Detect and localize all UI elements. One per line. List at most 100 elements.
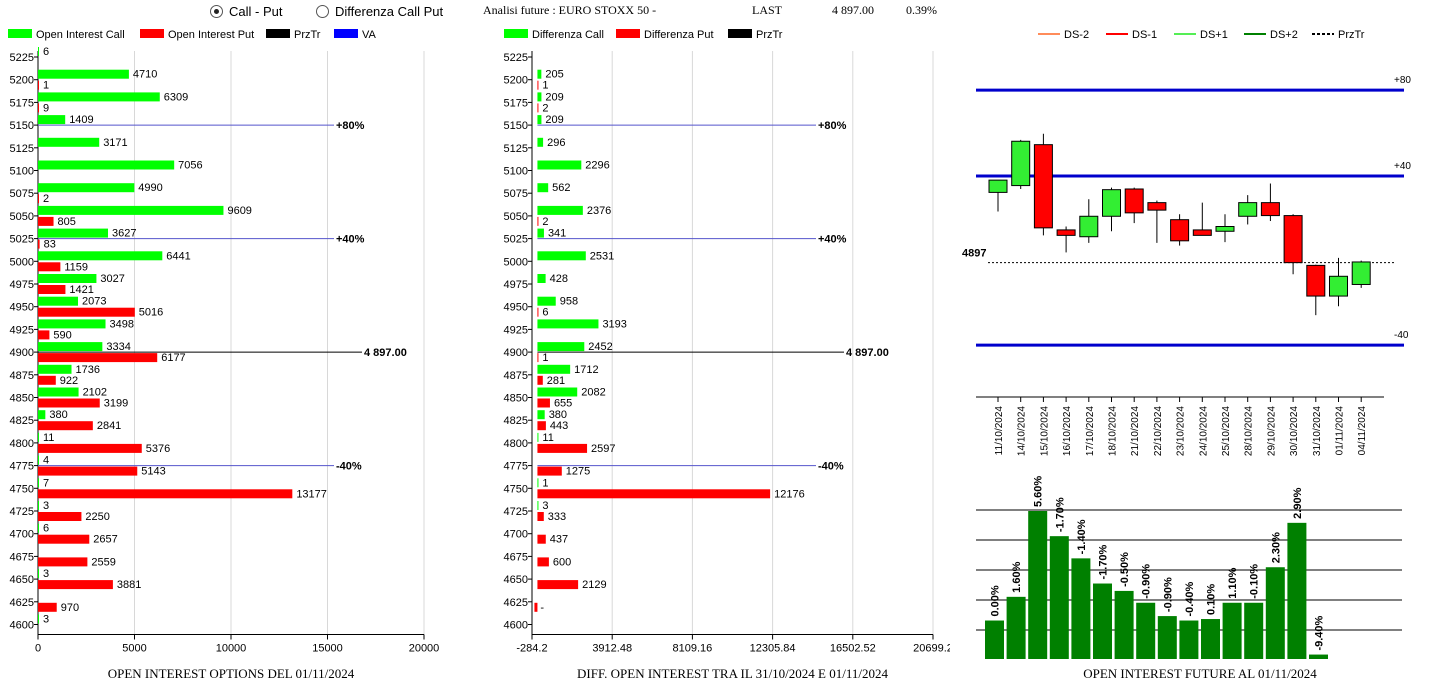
put-value-label: 2 <box>542 216 548 228</box>
call-bar <box>38 92 160 102</box>
put-bar <box>38 489 293 499</box>
put-value-label: 655 <box>554 398 572 410</box>
put-value-label: 443 <box>550 420 568 432</box>
candle-body <box>1351 261 1371 285</box>
x-tick-label: 18/10/2024 <box>1108 406 1119 456</box>
put-bar <box>38 330 50 340</box>
call-bar <box>537 92 542 102</box>
call-bar <box>537 205 583 215</box>
future-bar <box>1222 602 1242 659</box>
radio-selected-icon[interactable] <box>210 5 223 18</box>
call-value-label: 3 <box>43 614 49 626</box>
call-bar <box>537 183 549 193</box>
call-bar <box>537 342 585 352</box>
call-value-label: 9609 <box>227 205 251 217</box>
put-bar <box>38 307 135 317</box>
future-bar <box>985 620 1004 659</box>
radio-call-put[interactable]: Call - Put <box>210 4 282 19</box>
call-bar <box>38 342 103 352</box>
put-bar <box>537 466 562 476</box>
open-interest-options-chart: Open Interest Call Open Interest Put PrzTr… <box>8 29 439 681</box>
call-value-label: 6 <box>43 46 49 58</box>
x-tick-label: 5000 <box>122 643 146 655</box>
call-value-label: 1 <box>542 477 548 489</box>
future-bar-label: -0.40% <box>1184 581 1196 616</box>
put-value-label: 1 <box>43 80 49 92</box>
future-bar <box>1201 619 1220 659</box>
annotation-label: +40% <box>818 234 847 246</box>
call-bar <box>38 69 129 79</box>
x-tick-label: 28/10/2024 <box>1244 406 1255 456</box>
strike-label: 4850 <box>10 393 34 405</box>
call-bar <box>38 47 39 56</box>
call-value-label: 380 <box>49 409 67 421</box>
put-value-label: 2 <box>542 102 548 114</box>
candle-body <box>1147 202 1167 211</box>
strike-label: 5100 <box>504 166 528 178</box>
call-value-label: 296 <box>547 137 565 149</box>
strike-label: 4675 <box>10 551 34 563</box>
candle-body <box>1306 264 1326 297</box>
pct-change: 0.39% <box>906 3 937 17</box>
x-tick-label: 15/10/2024 <box>1039 406 1050 456</box>
future-bar <box>1136 602 1156 659</box>
put-bar <box>38 239 40 249</box>
put-bar <box>537 216 539 226</box>
put-bar <box>537 103 539 113</box>
call-bar <box>38 274 97 283</box>
x-tick-label: 3912.48 <box>592 643 632 655</box>
put-value-label: 970 <box>61 602 79 614</box>
put-bar <box>537 557 549 567</box>
x-tick-label: 14/10/2024 <box>1017 406 1028 456</box>
call-value-label: 11 <box>43 432 54 444</box>
put-bar <box>537 80 539 90</box>
strike-label: 4775 <box>10 461 34 473</box>
annotation-label: +80% <box>336 120 365 132</box>
call-value-label: 2376 <box>587 205 611 217</box>
call-value-label: 3498 <box>110 318 134 330</box>
put-value-label: 6177 <box>161 352 185 364</box>
strike-label: 4950 <box>10 302 34 314</box>
annotation-label: +80% <box>818 120 847 132</box>
legend-label: Differenza Call <box>532 29 604 41</box>
strike-label: 4675 <box>504 551 528 563</box>
call-value-label: 11 <box>542 432 553 444</box>
call-value-label: 3 <box>43 500 49 512</box>
candle-body <box>1124 188 1144 214</box>
x-tick-label: 16502.52 <box>830 643 876 655</box>
call-bar <box>537 478 539 488</box>
put-value-label: 9 <box>43 102 49 114</box>
put-value-label: 3881 <box>117 579 141 591</box>
annotation-label: +40% <box>336 234 365 246</box>
call-bar <box>38 387 79 397</box>
future-bar <box>1093 583 1112 659</box>
strike-label: 4825 <box>10 415 34 427</box>
call-value-label: 2531 <box>590 250 614 262</box>
legend-swatch <box>8 29 32 38</box>
legend-label: Open Interest Put <box>168 29 254 41</box>
call-bar <box>38 614 39 624</box>
legend-label: Differenza Put <box>644 29 714 41</box>
candle-body <box>1033 144 1053 229</box>
radio-unselected-icon[interactable] <box>316 5 329 18</box>
candle-body <box>1215 226 1235 232</box>
annotation-label: -40% <box>818 461 844 473</box>
call-bar <box>537 364 571 374</box>
strike-label: 5225 <box>10 52 34 64</box>
call-value-label: 7056 <box>178 160 202 172</box>
strike-label: 4600 <box>10 620 34 632</box>
put-bar <box>537 421 546 431</box>
strike-label: 4975 <box>10 279 34 291</box>
strike-label: 5075 <box>504 188 528 200</box>
future-bar <box>1049 536 1069 659</box>
candle-body <box>1079 215 1099 238</box>
put-bar <box>38 194 39 204</box>
put-bar <box>534 602 538 612</box>
radio-diff-call-put[interactable]: Differenza Call Put <box>316 4 443 19</box>
candle-body <box>1329 275 1348 297</box>
future-bar <box>1114 590 1134 659</box>
call-bar <box>537 228 544 238</box>
put-bar <box>38 534 90 544</box>
future-bar <box>1006 596 1026 659</box>
candle-body <box>1102 189 1121 217</box>
